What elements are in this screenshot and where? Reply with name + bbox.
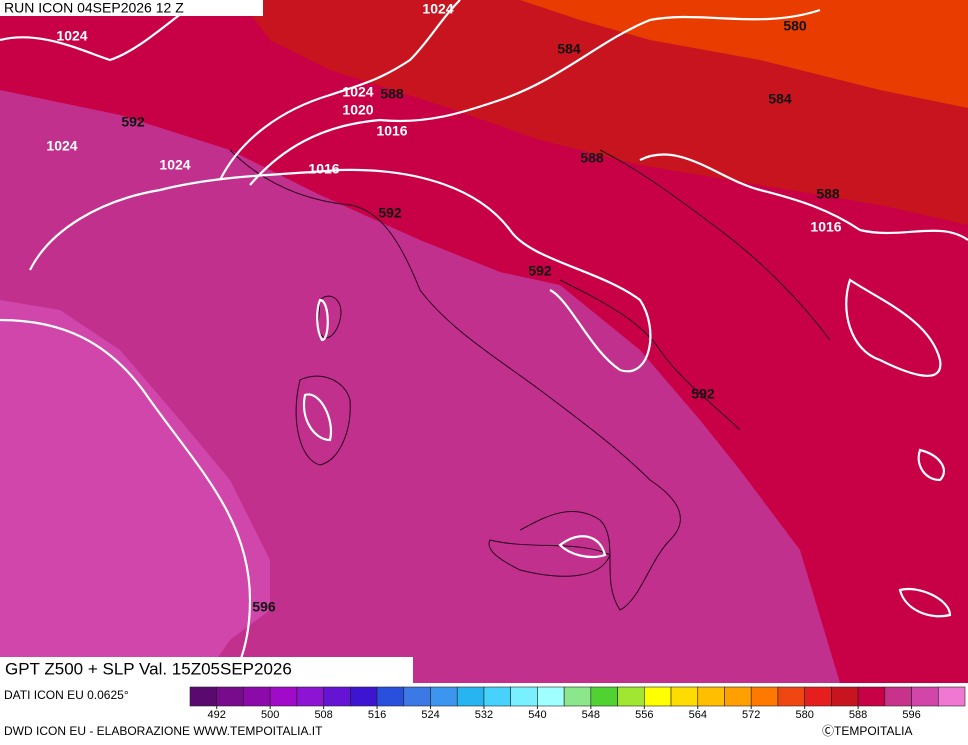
geopotential-label: 592: [528, 263, 552, 279]
colorbar-tick-label: 556: [635, 709, 653, 721]
coastline: [229, 149, 831, 611]
colorbar-box: [296, 686, 324, 707]
colorbar-box: [243, 686, 271, 707]
zone-596: [0, 300, 270, 683]
geopotential-label: 584: [768, 91, 792, 107]
map: [0, 0, 968, 684]
geopotential-label: 592: [378, 205, 402, 221]
colorbar-tick-label: 580: [795, 709, 813, 721]
isobar-label: 1024: [56, 28, 87, 44]
colorbar-tick-label: 500: [261, 709, 279, 721]
geopotential-label: 588: [580, 150, 604, 166]
colorbar-box: [269, 686, 298, 707]
colorbar-tick-label: 572: [742, 709, 760, 721]
colorbar-box: [804, 686, 832, 707]
colorbar-box: [403, 686, 431, 707]
geopotential-label: 588: [380, 86, 404, 102]
isobar: [249, 8, 821, 186]
colorbar-box: [590, 686, 618, 707]
colorbar-box: [430, 686, 458, 707]
colorbar-box: [884, 686, 912, 707]
geopotential-label: 584: [557, 41, 581, 57]
colorbar-box: [750, 686, 779, 707]
isobar-label: 1020: [342, 102, 373, 118]
geopotential-label: 592: [691, 386, 715, 402]
colorbar-box: [831, 686, 859, 707]
colorbar-tick-label: 524: [421, 709, 439, 721]
colorbar-box: [189, 686, 218, 707]
colorbar-box: [857, 686, 886, 707]
colorbar-tick-label: 532: [475, 709, 493, 721]
colorbar-tick-label: 564: [689, 709, 707, 721]
isobar-label: 1024: [422, 1, 453, 17]
isobar: [29, 168, 652, 373]
colorbar-box: [644, 686, 672, 707]
colorbar-tick-label: 516: [368, 709, 386, 721]
colorbar-tick-label: 492: [208, 709, 226, 721]
isobar-label: 1024: [159, 157, 190, 173]
isobar-label: 1024: [342, 84, 373, 100]
colorbar-box: [537, 686, 565, 707]
colorbar-box: [510, 686, 538, 707]
colorbar: 492 500 508 516 524 532 540 548 556 564 572 580 588 5…: [189, 686, 966, 721]
isobar-label: 1016: [308, 161, 339, 177]
colorbar-box: [483, 686, 511, 707]
colorbar-box: [216, 686, 244, 707]
isobar: [845, 278, 942, 377]
isobar: [0, 0, 201, 62]
run-box: [0, 0, 263, 16]
colorbar-box: [670, 686, 699, 707]
source-label: DATI ICON EU 0.0625°: [4, 688, 129, 702]
colorbar-box: [724, 686, 752, 707]
colorbar-tick-label: 540: [528, 709, 546, 721]
colorbar-tick-label: 548: [582, 709, 600, 721]
colorbar-box: [911, 686, 939, 707]
colorbar-tick-label: 588: [849, 709, 867, 721]
colorbar-tick-label: 508: [314, 709, 332, 721]
isobar-label: 1016: [376, 123, 407, 139]
colorbar-tick-label: 596: [902, 709, 920, 721]
geopotential-label: 592: [121, 114, 145, 130]
colorbar-box: [456, 686, 485, 707]
isobar: [0, 318, 252, 684]
isobar: [639, 153, 968, 241]
colorbar-box: [376, 686, 405, 707]
colorbar-box: [563, 686, 592, 707]
isobar-label: 1024: [46, 138, 77, 154]
title-box: [0, 657, 413, 684]
colorbar-box: [937, 686, 966, 707]
isobar: [219, 0, 461, 181]
copyright-label: ⒸTEMPOITALIA: [822, 724, 912, 738]
colorbar-box: [350, 686, 378, 707]
colorbar-box: [617, 686, 645, 707]
geopotential-label: 588: [816, 186, 840, 202]
geopotential-label: 580: [783, 18, 807, 34]
colorbar-box: [323, 686, 351, 707]
run-label: RUN ICON 04SEP2026 12 Z: [4, 0, 184, 16]
geopotential-label: 596: [252, 599, 276, 615]
isobar: [302, 298, 952, 618]
colorbar-box: [777, 686, 805, 707]
credit-label: DWD ICON EU - ELABORAZIONE WWW.TEMPOITAL…: [4, 724, 323, 738]
map-title: GPT Z500 + SLP Val. 15Z05SEP2026: [5, 659, 292, 678]
isobar-label: 1016: [810, 219, 841, 235]
colorbar-box: [697, 686, 725, 707]
